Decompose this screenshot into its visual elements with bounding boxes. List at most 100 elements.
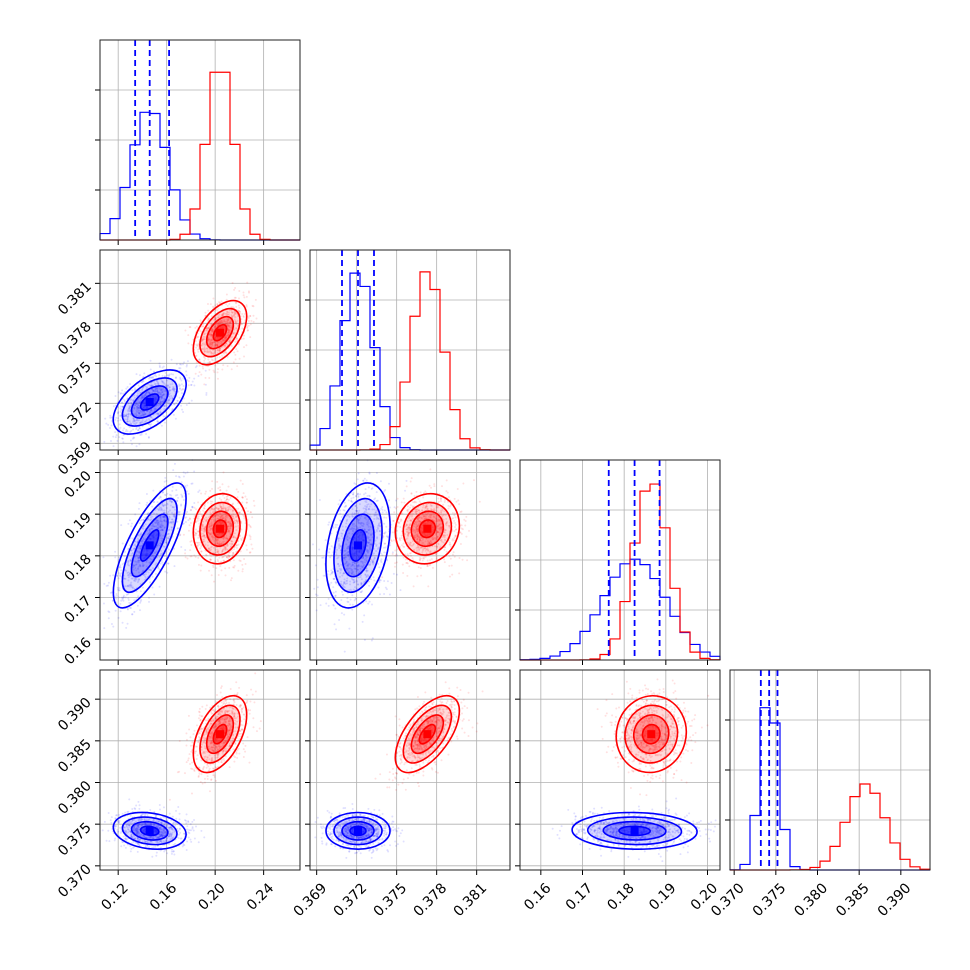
sample-point	[338, 499, 341, 502]
sample-point	[122, 392, 125, 395]
sample-point	[102, 602, 105, 605]
sample-point	[182, 411, 185, 414]
sample-point	[178, 363, 181, 366]
sample-point	[191, 505, 194, 508]
sample-point	[134, 422, 137, 425]
sample-point	[233, 288, 236, 291]
sample-point	[130, 429, 133, 432]
sample-point	[370, 639, 373, 642]
sample-point	[154, 388, 157, 391]
sample-point	[156, 390, 159, 393]
sample-point	[162, 381, 165, 384]
sample-point	[144, 385, 147, 388]
sample-point	[145, 503, 148, 506]
sample-point	[190, 508, 193, 511]
sample-point	[142, 380, 145, 383]
sample-point	[137, 390, 140, 393]
sample-point	[187, 334, 190, 337]
sample-point	[156, 390, 159, 393]
panel-1-1	[305, 249, 511, 455]
sample-point	[173, 462, 176, 465]
sample-point	[143, 413, 146, 416]
sample-point	[161, 394, 164, 397]
sample-point	[379, 593, 382, 596]
sample-point	[141, 396, 144, 399]
sample-point	[118, 436, 121, 439]
sample-point	[241, 563, 244, 566]
sample-point	[109, 574, 112, 577]
sample-point	[176, 399, 179, 402]
sample-point	[147, 435, 150, 438]
sample-point	[357, 472, 360, 475]
sample-point	[378, 581, 381, 584]
sample-point	[182, 475, 185, 478]
sample-point	[142, 395, 145, 398]
sample-point	[160, 390, 163, 393]
sample-point	[189, 518, 192, 521]
sample-point	[353, 482, 356, 485]
sample-point	[252, 499, 255, 502]
sample-point	[154, 408, 157, 411]
sample-point	[122, 433, 125, 436]
sample-point	[134, 404, 137, 407]
sample-point	[144, 393, 147, 396]
sample-point	[135, 411, 138, 414]
sample-point	[136, 405, 139, 408]
sample-point	[247, 316, 250, 319]
sample-point	[185, 374, 188, 377]
sample-point	[182, 377, 185, 380]
sample-point	[249, 538, 252, 541]
sample-point	[128, 407, 131, 410]
sample-point	[163, 408, 166, 411]
sample-point	[162, 393, 165, 396]
sample-point	[178, 387, 181, 390]
sample-point	[157, 412, 160, 415]
sample-point	[135, 413, 138, 416]
sample-point	[155, 387, 158, 390]
sample-point	[166, 571, 169, 574]
sample-point	[194, 372, 197, 375]
sample-point	[136, 392, 139, 395]
sample-point	[126, 415, 129, 418]
sample-point	[128, 425, 131, 428]
sample-point	[388, 506, 391, 509]
sample-point	[135, 427, 138, 430]
sample-point	[200, 492, 203, 495]
sample-point	[164, 415, 167, 418]
sample-point	[149, 385, 152, 388]
sample-point	[217, 368, 220, 371]
sample-point	[157, 386, 160, 389]
sample-point	[188, 524, 191, 527]
sample-point	[172, 385, 175, 388]
sample-point	[126, 418, 129, 421]
sample-point	[390, 581, 393, 584]
sample-point	[222, 471, 225, 474]
sample-point	[184, 556, 187, 559]
sample-point	[146, 410, 149, 413]
sample-point	[131, 437, 134, 440]
sample-point	[114, 394, 117, 397]
sample-point	[204, 369, 207, 372]
sample-point	[180, 404, 183, 407]
sample-point	[128, 410, 131, 413]
sample-point	[138, 389, 141, 392]
sample-point	[130, 525, 133, 528]
sample-point	[130, 402, 133, 405]
sample-point	[136, 394, 139, 397]
sample-point	[316, 578, 319, 581]
sample-point	[119, 407, 122, 410]
sample-point	[134, 402, 137, 405]
sample-point	[158, 362, 161, 365]
sample-point	[124, 414, 127, 417]
sample-point	[152, 389, 155, 392]
sample-point	[137, 429, 140, 432]
sample-point	[139, 409, 142, 412]
sample-point	[144, 394, 147, 397]
sample-point	[108, 611, 111, 614]
sample-point	[160, 387, 163, 390]
sample-point	[137, 411, 140, 414]
sample-point	[107, 617, 110, 620]
sample-point	[152, 390, 155, 393]
sample-point	[243, 355, 246, 358]
sample-point	[190, 399, 193, 402]
